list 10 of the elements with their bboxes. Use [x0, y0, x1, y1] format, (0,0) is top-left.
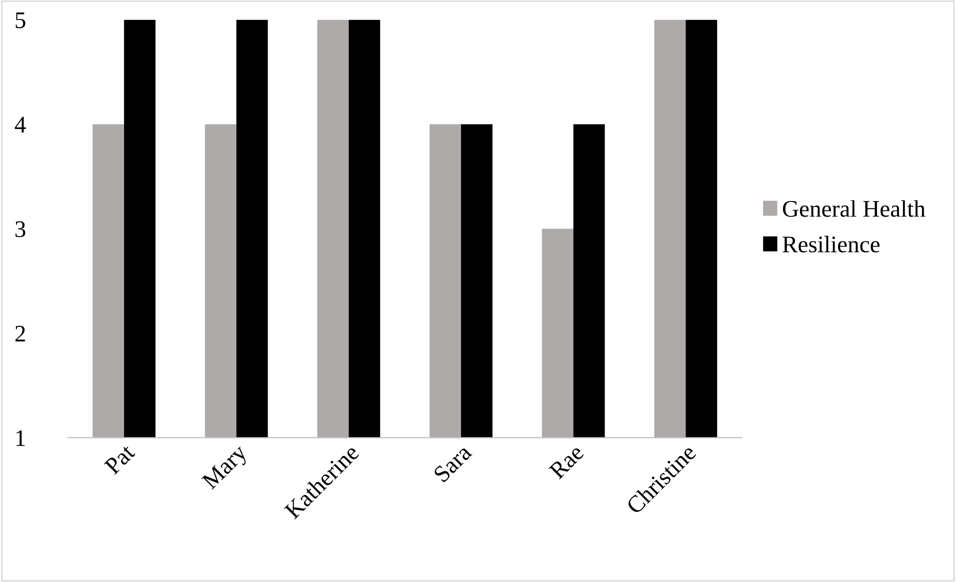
- x-tick-label: Rae: [548, 444, 585, 480]
- legend-label: General Health: [782, 200, 926, 217]
- y-tick-label: 1: [16, 430, 25, 446]
- y-tick-label: 5: [16, 12, 26, 28]
- legend-label: Resilience: [782, 236, 880, 252]
- x-tick-label: Pat: [104, 443, 136, 476]
- y-tick-label: 4: [14, 116, 26, 132]
- y-tick-label: 3: [16, 221, 26, 238]
- x-tick-label: Sara: [433, 443, 473, 483]
- y-tick-label: 2: [15, 326, 25, 342]
